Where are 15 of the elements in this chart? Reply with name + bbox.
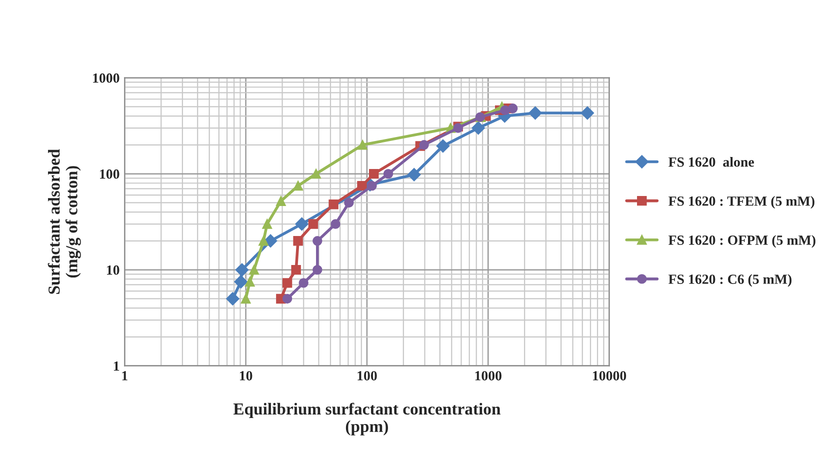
x-tick-label: 100 [358, 371, 377, 380]
x-tick-label: 10 [240, 371, 252, 380]
y-tick-label: 1 [114, 361, 120, 371]
x-axis-title: Equilibrium surfactant concentration (ppm) [233, 402, 500, 436]
y-tick-label: 10 [107, 265, 120, 275]
x-tick-label: 10000 [593, 371, 626, 380]
legend-label: FS 1620 : OFPM (5 mM) [668, 235, 816, 248]
y-axis-title: Surfactant adsorbed (mg/g of cotton) [48, 149, 81, 294]
y-tick-label: 100 [100, 169, 120, 179]
legend-label: FS 1620 : C6 (5 mM) [668, 274, 792, 287]
x-tick-label: 1 [122, 371, 128, 380]
legend-label: FS 1620 : TFEM (5 mM) [668, 196, 814, 209]
x-tick-label: 1000 [475, 371, 502, 380]
y-tick-label: 1000 [93, 73, 120, 83]
legend-label: FS 1620 alone [668, 156, 754, 167]
